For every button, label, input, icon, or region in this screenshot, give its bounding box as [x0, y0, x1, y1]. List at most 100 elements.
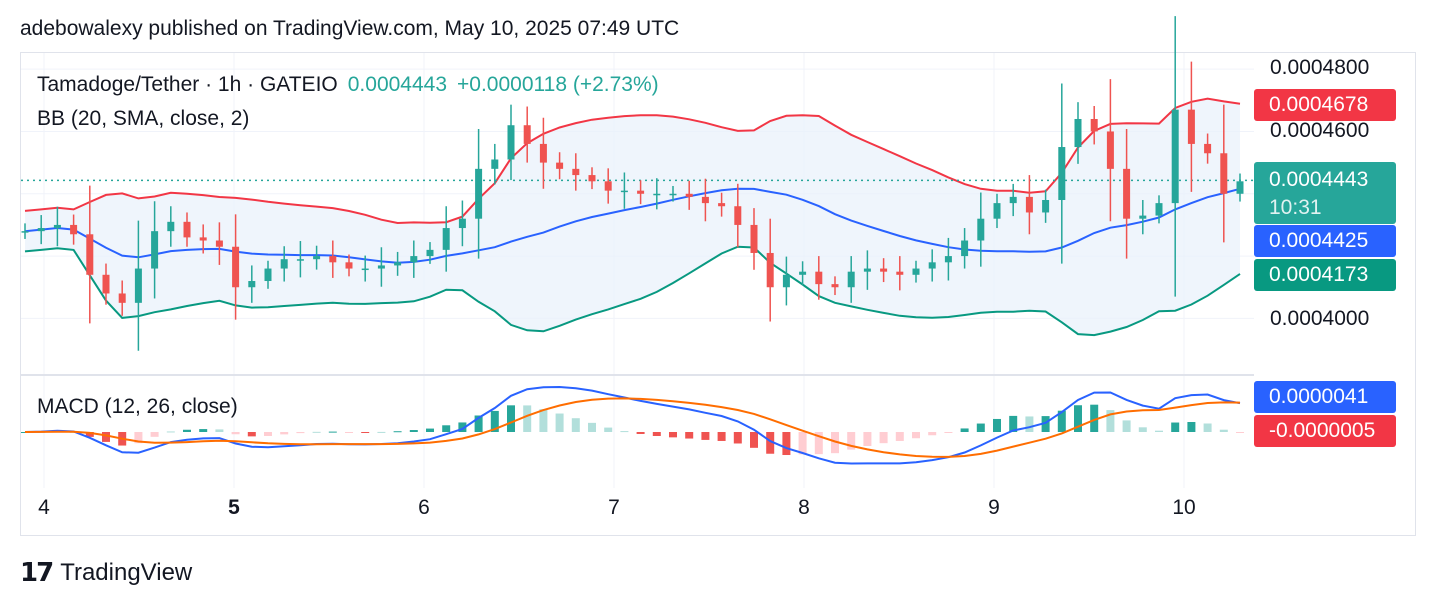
price-change: +0.0000118 (+2.73%): [457, 73, 659, 96]
candle-body: [1123, 168, 1131, 219]
histogram-bar: [685, 432, 694, 439]
histogram-bar: [571, 418, 580, 432]
histogram-bar: [879, 432, 888, 444]
candle-body: [1187, 109, 1195, 144]
candle-body: [134, 268, 142, 303]
tradingview-logo-icon: 17: [20, 558, 54, 588]
histogram-bar: [1009, 415, 1018, 432]
candle-body: [718, 203, 726, 207]
macd-legend[interactable]: MACD (12, 26, close): [37, 395, 238, 418]
candle-body: [1058, 147, 1066, 201]
histogram-bar: [750, 432, 758, 448]
candle-body: [37, 228, 45, 232]
candle-body: [507, 125, 515, 160]
candle-body: [86, 234, 94, 275]
histogram-bar: [588, 422, 596, 432]
candle-body: [880, 268, 888, 272]
candle-body: [1171, 109, 1179, 204]
bb-lower-tag: 0.0004173: [1254, 259, 1396, 291]
candle-body: [345, 262, 353, 269]
bollinger-band-fill: [25, 98, 1240, 336]
histogram-bar: [1041, 416, 1050, 432]
symbol-name: Tamadoge/Tether · 1h · GATEIO: [37, 73, 338, 96]
candle-body: [70, 224, 78, 235]
candles: [21, 16, 1244, 351]
candle-body: [944, 256, 952, 263]
candle-body: [701, 196, 709, 204]
candle-body: [329, 256, 337, 263]
histogram-bar: [976, 423, 985, 432]
histogram-bar: [766, 432, 775, 454]
histogram-bar: [928, 432, 937, 436]
candle-body: [653, 193, 661, 196]
candle-body: [734, 206, 742, 225]
macd-tag: 0.0000041: [1254, 381, 1396, 413]
candle-body: [637, 190, 645, 194]
publication-header: adebowalexy published on TradingView.com…: [20, 17, 680, 40]
bb-upper-tag: 0.0004678: [1254, 89, 1396, 121]
candle-body: [1090, 118, 1098, 132]
candle-body: [1204, 143, 1212, 154]
candle-body: [539, 143, 547, 163]
tradingview-wordmark: TradingView: [60, 559, 193, 586]
candle-body: [394, 262, 402, 266]
candle-body: [248, 281, 256, 288]
bollinger-lower-line: [24, 245, 1241, 337]
last-price-tag: 0.0004443 10:31: [1254, 162, 1396, 224]
time-label-9: 9: [988, 496, 1000, 519]
candle-body: [1074, 118, 1082, 148]
candle-body: [102, 274, 110, 294]
histogram-bar: [1025, 416, 1034, 432]
candle-body: [1042, 200, 1050, 213]
symbol-legend[interactable]: Tamadoge/Tether · 1h · GATEIO 0.0004443 +0…: [37, 73, 659, 97]
tradingview-brand[interactable]: 17 TradingView: [20, 558, 192, 588]
histogram-bar: [960, 428, 969, 432]
signal-tag: -0.0000005: [1254, 415, 1396, 447]
histogram-bar: [312, 431, 321, 433]
candle-body: [1220, 153, 1228, 194]
candle-body: [1009, 196, 1017, 204]
bb-basis-tag: 0.0004425: [1254, 225, 1396, 257]
bollinger-basis-line: [24, 187, 1241, 264]
candle-body: [280, 259, 288, 269]
histogram-bar: [199, 429, 208, 432]
histogram-bar: [944, 432, 953, 433]
candle-body: [199, 237, 207, 241]
histogram-bar: [231, 432, 240, 435]
histogram-bar: [1138, 427, 1147, 432]
histogram-bar: [85, 432, 94, 437]
candle-body: [1236, 181, 1244, 194]
countdown-timer: 10:31: [1269, 196, 1322, 219]
candle-body: [491, 159, 499, 169]
candle-body: [361, 268, 369, 271]
candle-body: [1139, 215, 1147, 219]
candle-body: [799, 271, 807, 275]
histogram-bar: [102, 432, 110, 442]
candle-body: [167, 221, 175, 232]
bollinger-upper-line: [24, 97, 1241, 225]
candle-body: [21, 231, 29, 233]
candle-body: [993, 203, 1001, 219]
candle-body: [118, 293, 126, 303]
candle-body: [782, 274, 790, 288]
histogram-bar: [247, 432, 256, 437]
histogram-bar: [442, 425, 451, 432]
candle-body: [588, 175, 596, 182]
histogram-bar: [895, 432, 904, 441]
bollinger-legend[interactable]: BB (20, SMA, close, 2): [37, 107, 250, 130]
candle-body: [475, 168, 483, 219]
chart-frame: [20, 52, 1416, 536]
histogram-bar: [215, 429, 224, 432]
candle-body: [1106, 131, 1114, 169]
histogram-bar: [1155, 430, 1163, 432]
candle-body: [458, 218, 466, 229]
candle-body: [313, 256, 321, 260]
candle-body: [232, 246, 240, 288]
histogram-bar: [636, 432, 645, 434]
histogram-bar: [150, 432, 159, 437]
candle-body: [410, 256, 418, 263]
histogram-bar: [847, 432, 856, 450]
candle-body: [669, 193, 677, 196]
candle-body: [863, 268, 871, 272]
